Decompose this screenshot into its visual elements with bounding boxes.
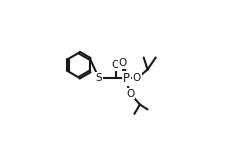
Text: P: P <box>122 72 129 85</box>
Text: Cl: Cl <box>111 60 121 70</box>
Text: O: O <box>132 73 140 83</box>
Text: S: S <box>95 73 102 83</box>
Text: O: O <box>125 89 134 99</box>
Text: O: O <box>118 58 126 68</box>
